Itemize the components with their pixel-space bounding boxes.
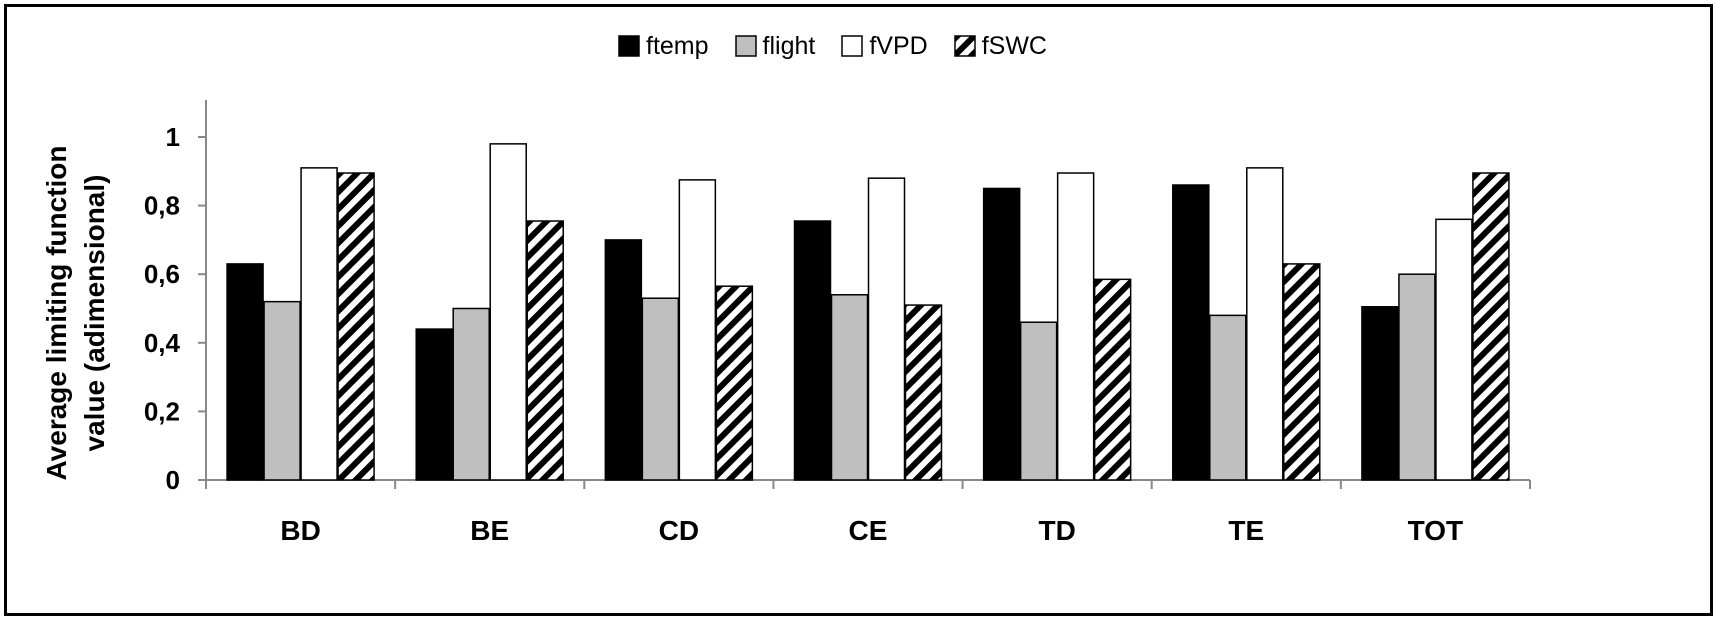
legend-swatch-fVPD <box>841 35 864 57</box>
bar-fVPD-BE <box>489 143 527 481</box>
bar-fSWC-BE <box>526 220 564 481</box>
legend-item-fSWC: fSWC <box>953 31 1047 61</box>
bar-flight-TOT <box>1398 273 1436 481</box>
bar-ftemp-TD <box>982 187 1021 481</box>
x-tick-label: BD <box>280 515 320 546</box>
bar-fVPD-CD <box>678 179 717 481</box>
legend-label-flight: flight <box>762 31 816 60</box>
bar-flight-BE <box>452 307 490 481</box>
bar-fSWC-BD <box>337 172 375 481</box>
chart-legend: ftemp flight fVPD fSWC <box>618 28 1047 64</box>
x-tick-label: CE <box>849 515 888 546</box>
x-tick-label: BE <box>470 515 509 546</box>
y-tick-label: 1 <box>166 122 180 152</box>
bar-ftemp-BE <box>415 328 453 481</box>
bar-ftemp-TOT <box>1361 306 1399 481</box>
bar-flight-TD <box>1019 321 1058 481</box>
bar-ftemp-CE <box>793 220 832 481</box>
legend-item-flight: flight <box>734 31 816 61</box>
y-tick-label: 0,8 <box>144 191 180 221</box>
bar-fSWC-TOT <box>1472 172 1510 481</box>
y-tick-label: 0,2 <box>144 396 180 426</box>
legend-label-ftemp: ftemp <box>646 31 709 60</box>
bar-ftemp-BD <box>226 263 264 481</box>
y-tick-label: 0,6 <box>144 259 180 289</box>
x-tick-label: CD <box>659 515 699 546</box>
legend-item-ftemp: ftemp <box>618 32 709 61</box>
bar-fVPD-TD <box>1056 172 1095 481</box>
legend-swatch-ftemp <box>618 35 640 57</box>
bar-flight-TE <box>1209 314 1247 481</box>
x-tick-label: TE <box>1228 515 1264 546</box>
bar-fSWC-TD <box>1093 278 1132 481</box>
y-tick-label: 0 <box>166 465 180 495</box>
bar-ftemp-CD <box>604 239 643 481</box>
legend-swatch-flight <box>734 35 757 57</box>
bar-fSWC-CD <box>715 285 754 481</box>
bar-fVPD-BD <box>300 167 338 481</box>
y-tick-label: 0,4 <box>144 328 181 358</box>
legend-item-fVPD: fVPD <box>841 31 928 61</box>
bar-flight-CD <box>641 297 680 481</box>
bar-flight-CE <box>830 294 869 481</box>
bar-fSWC-CE <box>904 304 943 481</box>
bar-fVPD-TE <box>1246 167 1284 481</box>
legend-label-fVPD: fVPD <box>869 31 928 60</box>
legend-label-fSWC: fSWC <box>981 31 1047 60</box>
bar-fVPD-TOT <box>1435 218 1473 481</box>
x-tick-label: TD <box>1038 515 1075 546</box>
bar-flight-BD <box>263 300 301 481</box>
bar-fVPD-CE <box>867 177 906 481</box>
bar-fSWC-TE <box>1283 263 1321 481</box>
bar-ftemp-TE <box>1172 184 1210 481</box>
legend-swatch-fSWC <box>953 35 976 57</box>
x-tick-label: TOT <box>1408 515 1463 546</box>
